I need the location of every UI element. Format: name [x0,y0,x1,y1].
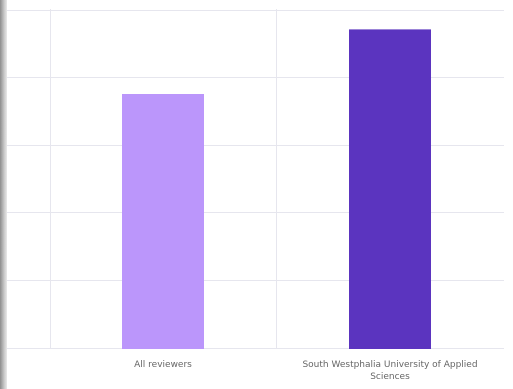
bars [122,29,431,350]
window-left-edge [0,0,7,389]
x-tick-label-0: All reviewers [134,360,192,370]
bar-1 [349,29,431,350]
x-tick-label-1: South Westphalia University of Applied Sc… [302,360,477,382]
bar-0 [122,94,204,349]
x-axis-labels: All reviewers South Westphalia University… [134,360,477,382]
